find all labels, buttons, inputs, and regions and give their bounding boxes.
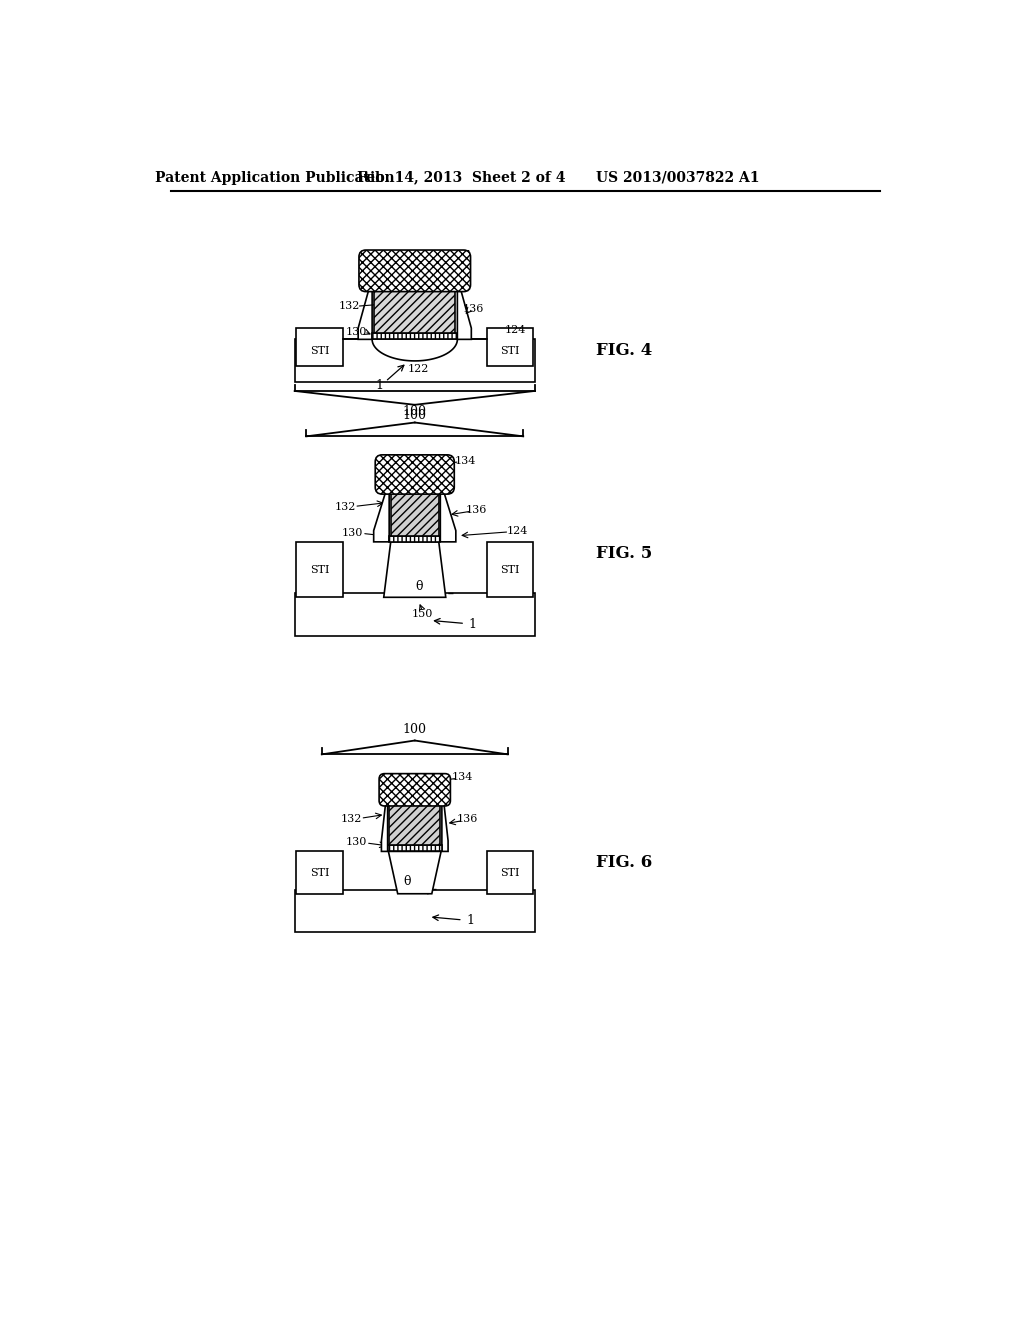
Polygon shape — [458, 284, 471, 339]
Text: Patent Application Publication: Patent Application Publication — [156, 170, 395, 185]
Text: 100: 100 — [402, 723, 427, 737]
Bar — [391, 486, 438, 536]
Polygon shape — [440, 486, 456, 543]
FancyBboxPatch shape — [375, 455, 455, 494]
FancyBboxPatch shape — [359, 249, 471, 292]
Bar — [295, 339, 535, 381]
Bar — [389, 536, 440, 543]
Bar — [295, 890, 535, 932]
Polygon shape — [384, 543, 445, 598]
Text: 130: 130 — [346, 326, 368, 337]
Text: STI: STI — [501, 565, 520, 574]
Text: Feb. 14, 2013  Sheet 2 of 4: Feb. 14, 2013 Sheet 2 of 4 — [357, 170, 565, 185]
Text: STI: STI — [309, 867, 329, 878]
Text: 132: 132 — [341, 814, 361, 824]
Bar — [486, 543, 534, 598]
Text: 134: 134 — [455, 455, 476, 466]
Polygon shape — [358, 284, 372, 339]
Bar — [389, 799, 440, 845]
Bar — [486, 851, 534, 894]
Bar — [375, 284, 455, 333]
Text: 124: 124 — [506, 527, 527, 536]
Text: FIG. 4: FIG. 4 — [596, 342, 652, 359]
Text: 150: 150 — [412, 610, 433, 619]
Polygon shape — [388, 851, 441, 894]
Text: 124: 124 — [505, 325, 526, 335]
Text: FIG. 6: FIG. 6 — [596, 854, 652, 871]
Text: FIG. 5: FIG. 5 — [596, 545, 652, 562]
Text: STI: STI — [501, 867, 520, 878]
Text: 100: 100 — [402, 405, 427, 418]
Text: 132: 132 — [334, 502, 355, 512]
Text: 100: 100 — [402, 409, 427, 422]
Text: 130: 130 — [346, 837, 368, 847]
Text: STI: STI — [309, 346, 329, 356]
Text: 134: 134 — [451, 249, 472, 260]
Polygon shape — [374, 486, 389, 543]
Text: 1: 1 — [469, 618, 477, 631]
Bar — [486, 327, 534, 367]
Bar — [388, 845, 442, 851]
Text: STI: STI — [501, 346, 520, 356]
Bar — [295, 594, 535, 636]
Text: 136: 136 — [466, 504, 487, 515]
Polygon shape — [381, 799, 388, 851]
Text: 136: 136 — [462, 304, 483, 314]
Text: 136: 136 — [457, 814, 478, 824]
Bar — [296, 851, 343, 894]
Bar — [372, 333, 458, 339]
Text: STI: STI — [309, 565, 329, 574]
Text: θ: θ — [415, 579, 422, 593]
Bar — [296, 543, 343, 598]
FancyBboxPatch shape — [379, 774, 451, 807]
Text: 1: 1 — [376, 379, 384, 392]
Bar — [296, 327, 343, 367]
Text: θ: θ — [403, 875, 411, 888]
Text: 132: 132 — [338, 301, 359, 312]
Polygon shape — [442, 799, 449, 851]
Text: US 2013/0037822 A1: US 2013/0037822 A1 — [597, 170, 760, 185]
Text: 1: 1 — [467, 915, 474, 927]
Text: 134: 134 — [453, 772, 473, 783]
Text: 122: 122 — [408, 363, 429, 374]
Text: 130: 130 — [342, 528, 364, 537]
